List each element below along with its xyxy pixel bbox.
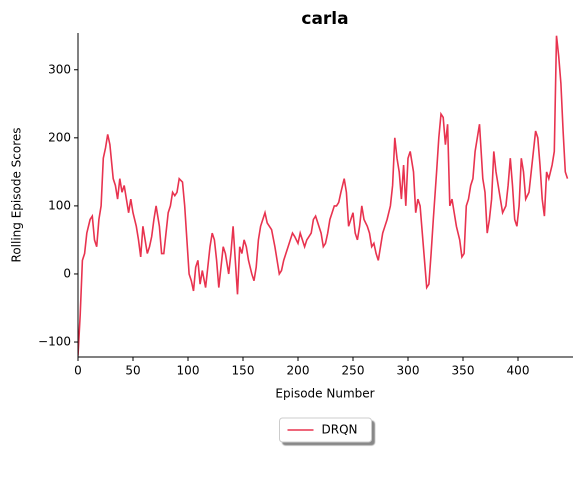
data-line — [78, 35, 569, 356]
chart-title: carla — [301, 9, 348, 29]
x-tick-label: 250 — [342, 364, 365, 378]
x-axis-label: Episode Number — [275, 387, 374, 401]
legend-box — [279, 417, 372, 443]
x-tick-label: 50 — [125, 364, 140, 378]
x-tick-label: 200 — [287, 364, 310, 378]
y-tick-label: 100 — [48, 198, 71, 212]
x-tick-label: 350 — [452, 364, 475, 378]
legend-label: DRQN — [322, 423, 358, 437]
x-tick-label: 150 — [232, 364, 255, 378]
y-tick-label: 300 — [48, 62, 71, 76]
y-tick-label: −100 — [38, 335, 71, 349]
x-tick-label: 400 — [507, 364, 530, 378]
x-tick-label: 0 — [74, 364, 82, 378]
y-tick-label: 200 — [48, 130, 71, 144]
x-tick-label: 300 — [397, 364, 420, 378]
legend: DRQN — [279, 417, 372, 443]
y-tick-label: 0 — [63, 266, 71, 280]
x-tick-label: 100 — [177, 364, 200, 378]
y-axis-label: Rolling Episode Scores — [10, 128, 24, 263]
